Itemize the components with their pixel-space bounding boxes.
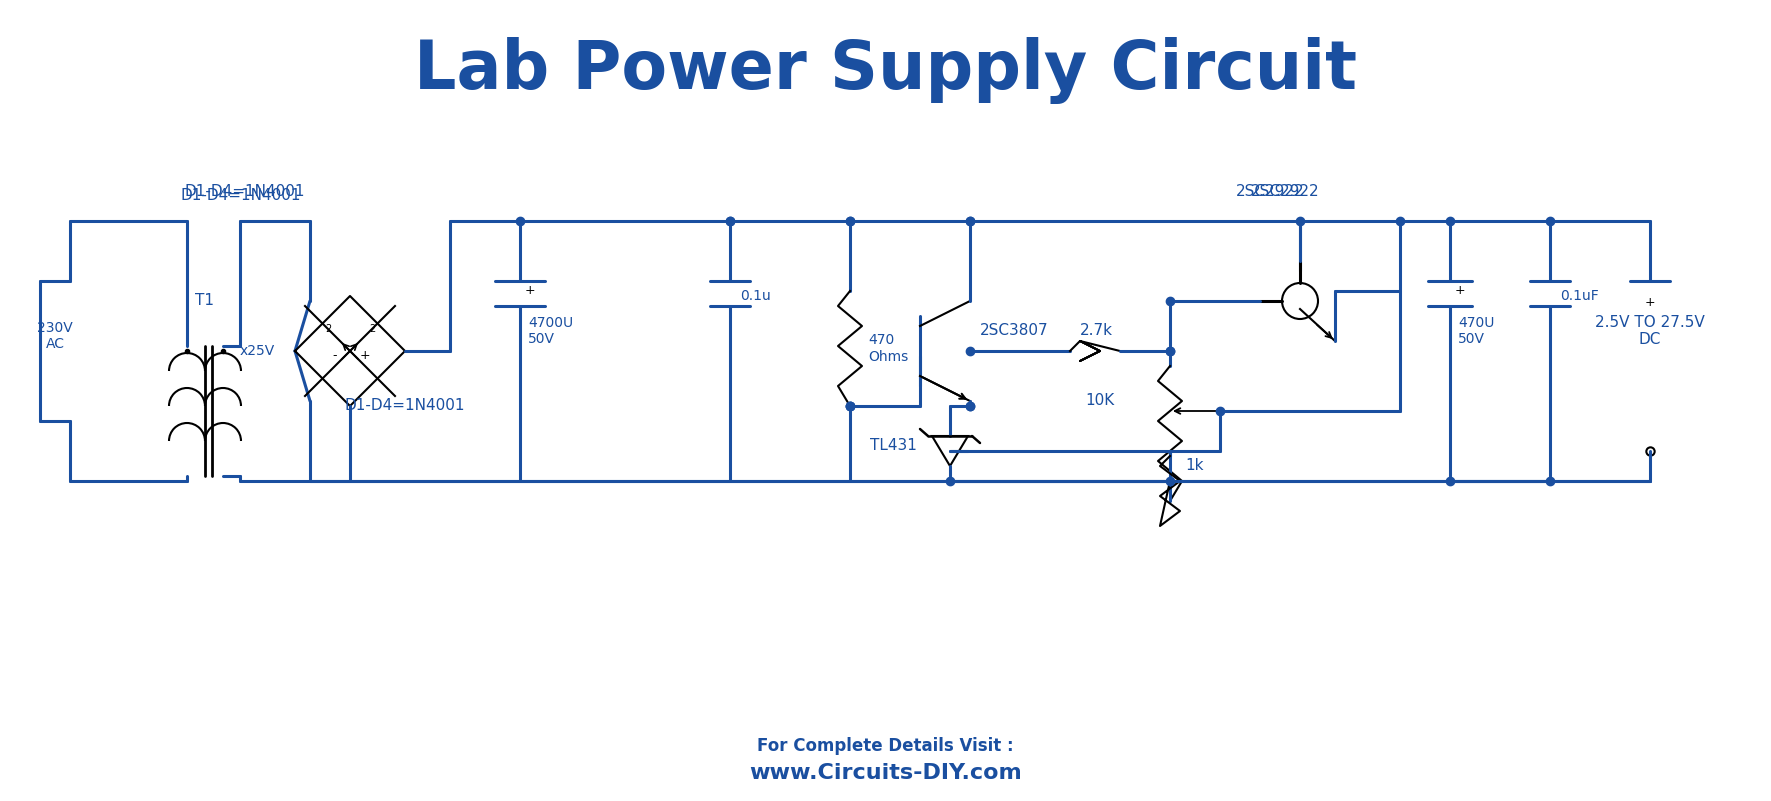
Text: T1: T1 xyxy=(195,293,214,308)
Text: D1-D4=1N4001: D1-D4=1N4001 xyxy=(184,183,306,199)
Text: 230V
AC: 230V AC xyxy=(37,321,73,351)
Text: 0.1uF: 0.1uF xyxy=(1560,289,1599,303)
Text: 470
Ohms: 470 Ohms xyxy=(868,333,909,364)
Text: 2.5V TO 27.5V
DC: 2.5V TO 27.5V DC xyxy=(1596,315,1705,347)
Text: 2SC2922: 2SC2922 xyxy=(1250,183,1319,199)
Text: D1-D4=1N4001: D1-D4=1N4001 xyxy=(181,188,301,203)
Text: 470U
50V: 470U 50V xyxy=(1458,316,1495,346)
Text: 2.7k: 2.7k xyxy=(1080,324,1112,339)
Text: +: + xyxy=(524,284,535,297)
Text: For Complete Details Visit :: For Complete Details Visit : xyxy=(758,737,1013,755)
Text: 2SC3807: 2SC3807 xyxy=(979,324,1048,339)
Text: x25V: x25V xyxy=(241,344,275,358)
Text: 1k: 1k xyxy=(1185,458,1204,473)
Text: 0.1u: 0.1u xyxy=(740,289,770,303)
Text: +: + xyxy=(1645,296,1656,309)
Text: www.Circuits-DIY.com: www.Circuits-DIY.com xyxy=(749,763,1022,783)
Text: 2: 2 xyxy=(324,324,331,334)
Text: 2SC2922: 2SC2922 xyxy=(1236,183,1303,199)
Text: 10K: 10K xyxy=(1086,393,1116,409)
Text: +: + xyxy=(360,349,370,363)
Text: Lab Power Supply Circuit: Lab Power Supply Circuit xyxy=(414,38,1357,104)
Text: D1-D4=1N4001: D1-D4=1N4001 xyxy=(345,399,466,413)
Text: 2: 2 xyxy=(368,324,375,334)
Text: +: + xyxy=(1456,284,1466,297)
Text: -: - xyxy=(333,349,336,363)
Text: 4700U
50V: 4700U 50V xyxy=(528,316,574,346)
Text: TL431: TL431 xyxy=(870,438,917,453)
